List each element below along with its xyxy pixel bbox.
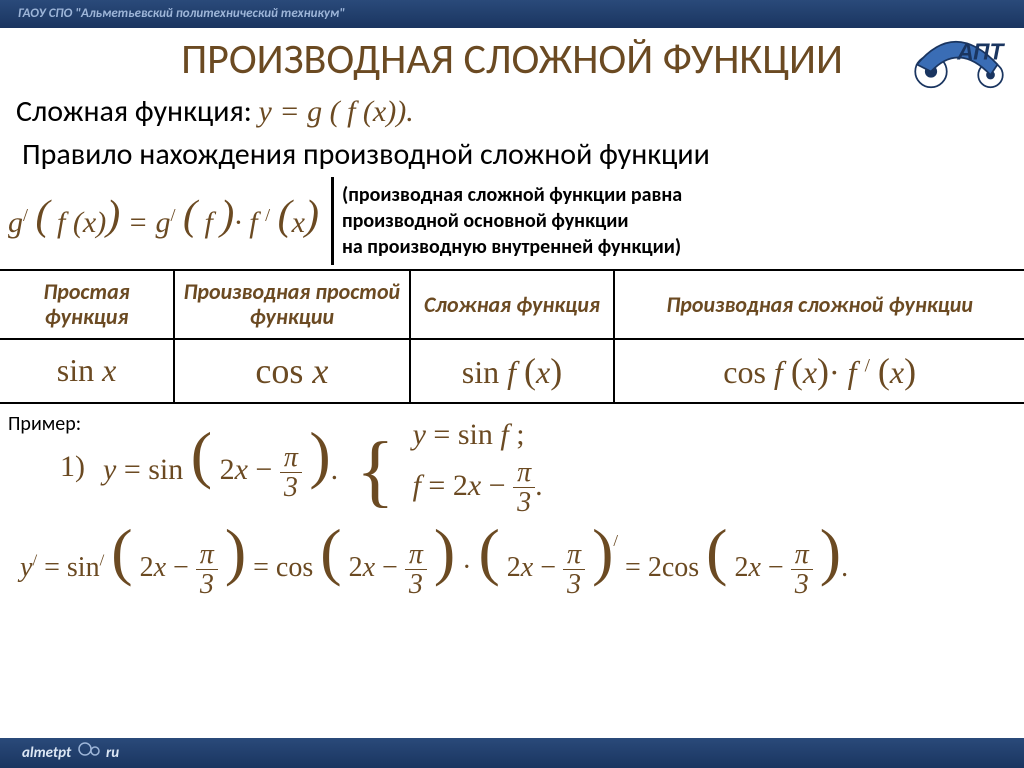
vertical-divider <box>331 177 334 265</box>
cell-sinx: sin x <box>0 339 174 403</box>
cell-cosfx-fprime: cos f (x)· f / (x) <box>614 339 1024 403</box>
complex-fn-label: Сложная функция: <box>16 93 252 130</box>
example-system: y = sin f ; f = 2x − π3. <box>413 418 543 518</box>
chain-rule-row: g/ ( f (x)) = g/ ( f )· f / (x) (произво… <box>0 177 1024 265</box>
hint-line-2: производной основной функции <box>342 208 682 234</box>
chain-rule-formula: g/ ( f (x)) = g/ ( f )· f / (x) <box>8 203 327 240</box>
th-simple-der: Производная простой функции <box>174 270 410 339</box>
example-lhs: y = sin ( 2x − π3 ). <box>103 432 338 502</box>
page-title: ПРОИЗВОДНАЯ СЛОЖНОЙ ФУНКЦИИ <box>0 34 1024 85</box>
cell-sinfx: sin f (x) <box>410 339 615 403</box>
th-simple-fn: Простая функция <box>0 270 174 339</box>
logo: АПТ <box>904 26 1014 96</box>
cell-cosx: cos x <box>174 339 410 403</box>
chain-rule-hint: (производная сложной функции равна произ… <box>342 182 682 260</box>
header-org: ГАОУ СПО "Альметьевский политехнический … <box>18 6 345 21</box>
bottom-bar: almetpt ru <box>0 738 1024 768</box>
rule-heading: Правило нахождения производной сложной ф… <box>0 136 1024 173</box>
complex-fn-formula: y = g ( f (x)). <box>259 95 414 128</box>
hint-line-1: (производная сложной функции равна <box>342 182 682 208</box>
th-complex-der: Производная сложной функции <box>614 270 1024 339</box>
complex-fn-line: Сложная функция: y = g ( f (x)). <box>0 93 1024 130</box>
example-block: 1) y = sin ( 2x − π3 ). { y = sin f ; f … <box>0 418 1024 518</box>
hint-line-3: на производную внутренней функции) <box>342 234 682 260</box>
logo-text: АПТ <box>956 38 1005 64</box>
result-row: y/ = sin/ ( 2x − π3 ) = cos ( 2x − π3 ) … <box>0 529 1024 599</box>
top-bar: ГАОУ СПО "Альметьевский политехнический … <box>0 0 1024 28</box>
gear-icon <box>77 738 101 768</box>
th-complex-fn: Сложная функция <box>410 270 615 339</box>
derivative-table: Простая функция Производная простой функ… <box>0 269 1024 404</box>
example-number: 1) <box>60 450 85 484</box>
